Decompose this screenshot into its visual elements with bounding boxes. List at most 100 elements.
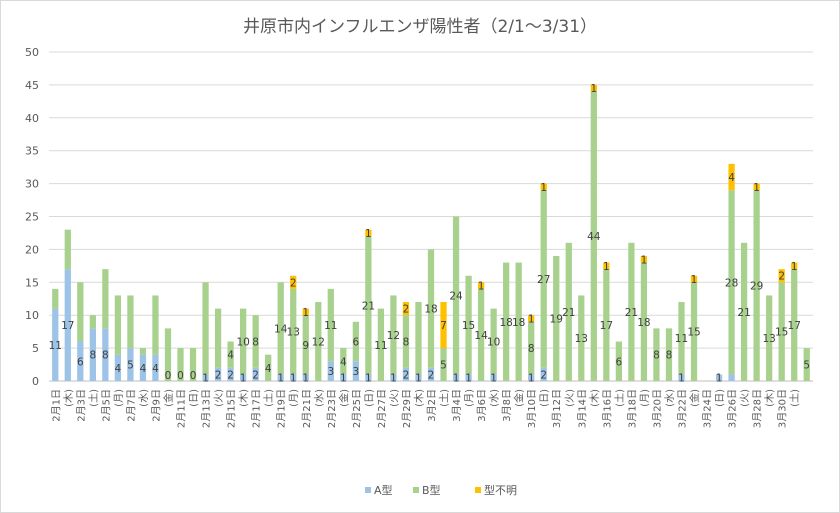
data-label: 2 bbox=[403, 304, 410, 316]
x-tick-label: (火) bbox=[564, 389, 576, 407]
bars bbox=[52, 84, 810, 381]
y-tick-label: 50 bbox=[25, 46, 39, 59]
bar-segment bbox=[678, 302, 685, 375]
data-label: 11 bbox=[374, 340, 387, 352]
bar-segment bbox=[89, 315, 96, 329]
y-tick-label: 0 bbox=[32, 375, 39, 388]
legend: A型 B型 型不明 bbox=[365, 483, 517, 497]
bar-segment bbox=[64, 269, 71, 381]
bar-segment bbox=[365, 236, 372, 375]
data-label: 10 bbox=[236, 337, 249, 349]
x-tick-label: (月) bbox=[464, 389, 476, 407]
bar-segment bbox=[252, 367, 259, 381]
bar-segment bbox=[202, 374, 209, 381]
data-label: 11 bbox=[324, 320, 337, 332]
data-label: 13 bbox=[287, 327, 300, 339]
data-label: 27 bbox=[537, 274, 550, 286]
x-tick-label: (日) bbox=[189, 389, 200, 407]
bar-segment bbox=[740, 242, 748, 381]
data-label: 18 bbox=[424, 304, 437, 316]
x-tick-label: 2月23日 bbox=[326, 389, 338, 428]
x-tick-label: (土) bbox=[262, 389, 275, 407]
legend-label: A型 bbox=[374, 483, 393, 497]
data-label: 11 bbox=[675, 333, 688, 345]
x-tick-label: 2月29日 bbox=[401, 389, 413, 428]
x-tick-label: (日) bbox=[715, 389, 726, 407]
data-label: 1 bbox=[641, 254, 648, 266]
bar-segment bbox=[252, 315, 259, 368]
bar-segment bbox=[265, 354, 272, 381]
data-label: 8 bbox=[653, 350, 660, 362]
data-label: 18 bbox=[512, 317, 525, 329]
data-label: 1 bbox=[753, 182, 760, 194]
bar-segment bbox=[177, 348, 184, 381]
x-tick-label: (火) bbox=[739, 389, 751, 407]
data-label: 21 bbox=[737, 307, 750, 319]
x-tick-label: (金) bbox=[162, 389, 175, 407]
x-tick-label: (土) bbox=[613, 389, 626, 407]
bar-segment bbox=[728, 374, 735, 381]
bar-segment bbox=[377, 308, 385, 381]
y-tick-label: 20 bbox=[25, 243, 39, 256]
bar-segment bbox=[390, 295, 397, 375]
bar-segment bbox=[452, 216, 460, 375]
bar-segment bbox=[152, 295, 159, 355]
x-tick-label: (水) bbox=[664, 389, 676, 407]
bar-segment bbox=[753, 183, 760, 191]
x-tick-label: (木) bbox=[589, 389, 601, 407]
data-label: 18 bbox=[637, 317, 650, 329]
data-label: 24 bbox=[449, 290, 463, 302]
legend-label: B型 bbox=[422, 483, 441, 497]
bar-segment bbox=[290, 374, 297, 381]
bar-segment bbox=[791, 269, 798, 381]
bar-segment bbox=[277, 374, 284, 381]
chart-title: 井原市内インフルエンザ陽性者（2/1～3/31） bbox=[243, 17, 597, 37]
bar-segment bbox=[528, 321, 535, 375]
x-tick-label: (金) bbox=[513, 389, 526, 407]
bar-segment bbox=[227, 367, 234, 381]
data-label: 8 bbox=[89, 350, 96, 362]
data-label: 21 bbox=[625, 307, 638, 319]
data-label: 5 bbox=[440, 360, 447, 372]
data-label: 1 bbox=[791, 261, 798, 273]
x-tick-label: 3月30日 bbox=[777, 389, 789, 428]
x-tick-label: 2月1日 bbox=[50, 389, 62, 422]
data-label: 5 bbox=[127, 360, 134, 372]
bar-segment bbox=[728, 190, 735, 375]
data-label: 8 bbox=[252, 337, 259, 349]
data-label: 1 bbox=[302, 373, 309, 385]
x-tick-label: 2月17日 bbox=[251, 389, 263, 428]
bar-segment bbox=[102, 269, 109, 329]
bar-segment bbox=[352, 321, 359, 362]
data-label: 1 bbox=[540, 182, 547, 194]
bar-segment bbox=[327, 288, 334, 362]
bar-segment bbox=[753, 190, 760, 381]
x-tick-label: 2月27日 bbox=[376, 389, 388, 428]
y-tick-label: 35 bbox=[25, 145, 39, 158]
bar-segment bbox=[302, 308, 309, 316]
data-label: 2 bbox=[403, 369, 410, 381]
bar-segment bbox=[52, 308, 59, 381]
data-label: 1 bbox=[240, 373, 247, 385]
bar-segment bbox=[690, 282, 698, 381]
data-label: 3 bbox=[353, 366, 360, 378]
data-label: 2 bbox=[290, 277, 297, 289]
bar-segment bbox=[127, 295, 134, 349]
x-tick-label: 2月5日 bbox=[100, 389, 112, 422]
data-label: 4 bbox=[115, 363, 122, 375]
data-label: 1 bbox=[691, 274, 698, 286]
data-label: 2 bbox=[252, 369, 259, 381]
bar-segment bbox=[114, 295, 122, 355]
bar-segment bbox=[52, 288, 59, 309]
x-tick-label: 3月18日 bbox=[626, 389, 638, 428]
bar-segment bbox=[64, 229, 71, 270]
data-label: 4 bbox=[728, 172, 735, 184]
data-label: 2 bbox=[540, 369, 547, 381]
bar-segment bbox=[390, 374, 397, 381]
data-label: 1 bbox=[453, 373, 460, 385]
y-tick-label: 45 bbox=[25, 79, 39, 92]
data-label: 1 bbox=[302, 307, 309, 319]
bar-segment bbox=[340, 374, 347, 381]
y-tick-label: 25 bbox=[25, 211, 39, 224]
